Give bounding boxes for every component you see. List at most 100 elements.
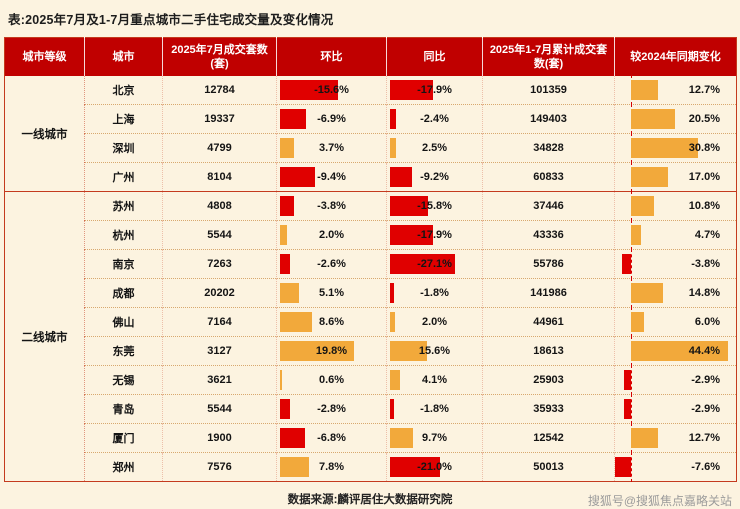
vs2024-barcell: -2.9% (615, 365, 736, 395)
jul-sales-cell: 4808 (162, 191, 277, 221)
table-row: 无锡 3621 0.6% 4.1% 25903 -2.9% (5, 365, 737, 395)
column-header-6: 较2024年同期变化 (614, 37, 737, 76)
mom-barcell: 0.6% (277, 366, 386, 394)
mom-value: -2.8% (317, 403, 346, 415)
vs2024-bar (630, 167, 668, 187)
yoy-bar (390, 428, 414, 448)
mom-bar (280, 225, 288, 245)
column-header-0: 城市等级 (4, 37, 85, 76)
yoy-bar (390, 254, 455, 274)
axis-dashed-line (630, 365, 632, 395)
jul-sales-cell: 20202 (162, 278, 277, 308)
jul-sales-cell: 3621 (162, 365, 277, 395)
cum-sales-cell: 55786 (482, 249, 615, 279)
yoy-cell: 9.7% (386, 423, 483, 453)
mom-bar (280, 312, 313, 332)
yoy-cell: -2.4% (386, 104, 483, 134)
mom-bar (280, 109, 306, 129)
vs2024-barcell: 12.7% (615, 423, 736, 453)
mom-cell: 19.8% (276, 336, 387, 366)
city-cell: 深圳 (84, 133, 163, 163)
vs2024-value: 10.8% (688, 200, 720, 212)
mom-bar (280, 399, 291, 419)
mom-bar (280, 341, 355, 361)
vs2024-value: 17.0% (688, 171, 720, 183)
mom-value: -2.6% (317, 258, 346, 270)
cum-sales-cell: 149403 (482, 104, 615, 134)
table-row: 成都 20202 5.1% -1.8% 141986 14.8% (5, 278, 737, 308)
jul-sales-cell: 19337 (162, 104, 277, 134)
table-body: 一线城市 北京 12784 -15.6% -17.9% 101359 12.7% 上海 1933… (4, 75, 737, 482)
yoy-cell: -15.8% (386, 191, 483, 221)
mom-cell: 3.7% (276, 133, 387, 163)
jul-sales-cell: 1900 (162, 423, 277, 453)
vs2024-value: 6.0% (694, 316, 720, 328)
city-cell: 青岛 (84, 394, 163, 424)
vs2024-cell: 14.8% (614, 278, 737, 308)
table-row: 东莞 3127 19.8% 15.6% 18613 44.4% (5, 336, 737, 366)
vs2024-bar (630, 109, 676, 129)
jul-sales-cell: 5544 (162, 220, 277, 250)
yoy-cell: 15.6% (386, 336, 483, 366)
vs2024-bar (630, 80, 659, 100)
mom-value: 7.8% (318, 461, 345, 473)
mom-barcell: -2.6% (277, 250, 386, 278)
mom-barcell: -15.6% (277, 76, 386, 104)
vs2024-cell: -7.6% (614, 452, 737, 482)
mom-cell: -2.8% (276, 394, 387, 424)
jul-sales-cell: 8104 (162, 162, 277, 192)
vs2024-value: -2.9% (691, 403, 720, 415)
vs2024-barcell: 20.5% (615, 104, 736, 134)
vs2024-barcell: 10.8% (615, 191, 736, 221)
vs2024-barcell: 4.7% (615, 220, 736, 250)
cum-sales-cell: 50013 (482, 452, 615, 482)
yoy-cell: -9.2% (386, 162, 483, 192)
vs2024-bar (615, 457, 631, 477)
vs2024-bar (630, 312, 644, 332)
table-row: 南京 7263 -2.6% -27.1% 55786 -3.8% (5, 249, 737, 279)
column-header-5: 2025年1-7月累计成交套数(套) (482, 37, 615, 76)
vs2024-cell: 4.7% (614, 220, 737, 250)
cum-sales-cell: 25903 (482, 365, 615, 395)
vs2024-value: 44.4% (688, 345, 720, 357)
mom-cell: 5.1% (276, 278, 387, 308)
yoy-cell: -27.1% (386, 249, 483, 279)
vs2024-cell: -2.9% (614, 365, 737, 395)
mom-bar (280, 138, 294, 158)
mom-value: 8.6% (318, 316, 345, 328)
yoy-bar (390, 341, 428, 361)
vs2024-value: -2.9% (691, 374, 720, 386)
city-cell: 佛山 (84, 307, 163, 337)
yoy-value: -17.9% (417, 229, 452, 241)
mom-barcell: -3.8% (277, 192, 386, 220)
mom-barcell: 8.6% (277, 308, 386, 336)
yoy-cell: -17.9% (386, 220, 483, 250)
yoy-value: -1.8% (420, 287, 449, 299)
table-row: 深圳 4799 3.7% 2.5% 34828 30.8% (5, 133, 737, 163)
mom-barcell: 19.8% (277, 337, 386, 365)
yoy-bar (390, 225, 433, 245)
yoy-value: -1.8% (420, 403, 449, 415)
city-cell: 厦门 (84, 423, 163, 453)
vs2024-barcell: 30.8% (615, 133, 736, 163)
table-row: 杭州 5544 2.0% -17.9% 43336 4.7% (5, 220, 737, 250)
city-cell: 广州 (84, 162, 163, 192)
mom-value: -6.8% (317, 432, 346, 444)
vs2024-cell: 6.0% (614, 307, 737, 337)
header-row: 城市等级 城市 2025年7月成交套数(套) 环比 同比 2025年1-7月累计成交套数(… (4, 37, 737, 76)
yoy-barcell: -17.9% (387, 221, 482, 249)
yoy-value: -17.9% (417, 84, 452, 96)
yoy-bar (390, 167, 412, 187)
mom-cell: 8.6% (276, 307, 387, 337)
vs2024-barcell: 6.0% (615, 307, 736, 337)
vs2024-bar (624, 399, 631, 419)
yoy-bar (390, 80, 433, 100)
cum-sales-cell: 101359 (482, 76, 615, 105)
city-cell: 北京 (84, 76, 163, 105)
city-cell: 南京 (84, 249, 163, 279)
yoy-barcell: 2.5% (387, 134, 482, 162)
vs2024-bar (630, 225, 641, 245)
yoy-value: -21.0% (417, 461, 452, 473)
yoy-bar (390, 312, 395, 332)
